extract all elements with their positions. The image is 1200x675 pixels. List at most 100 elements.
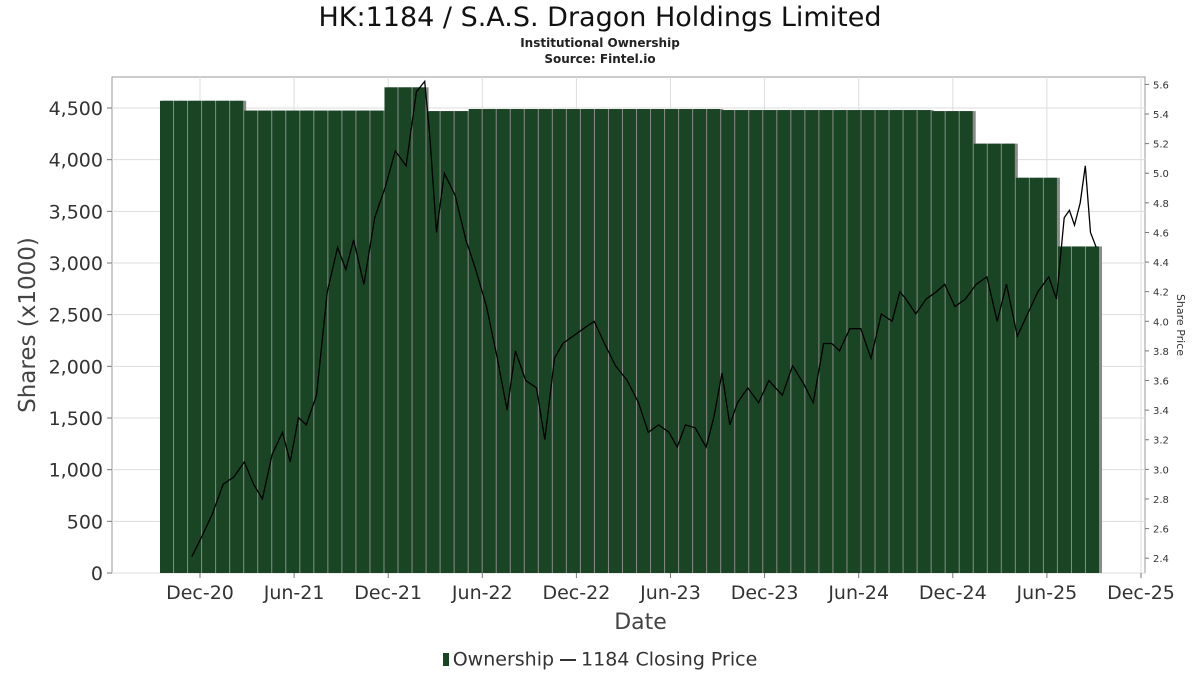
ownership-bar (468, 109, 482, 574)
y-tick-label: 1,500 (49, 408, 103, 430)
chart-source: Source: Fintel.io (544, 52, 656, 66)
x-tick-label: Jun-22 (451, 582, 513, 604)
ownership-bar (959, 111, 973, 573)
ownership-bar (538, 109, 552, 574)
ownership-bar (286, 110, 300, 573)
ownership-bar (665, 109, 679, 574)
ownership-bar (552, 109, 566, 574)
y2-tick-label: 2.8 (1153, 495, 1169, 506)
y-tick-label: 3,000 (49, 253, 103, 275)
y2-tick-label: 2.6 (1153, 525, 1169, 536)
ownership-bar (230, 100, 244, 574)
ownership-bar (454, 111, 468, 573)
ownership-bar (1043, 177, 1057, 573)
ownership-bar (440, 111, 454, 573)
ownership-bar (482, 109, 496, 574)
ownership-bar (244, 110, 258, 573)
legend-ownership-swatch (442, 653, 449, 666)
y-tick-label: 500 (67, 511, 103, 533)
y2-tick-label: 4.8 (1153, 199, 1169, 210)
x-tick-label: Dec-23 (731, 582, 799, 604)
x-axis-title: Date (614, 610, 667, 635)
y2-tick-label: 3.6 (1153, 377, 1169, 388)
ownership-bar (258, 110, 272, 573)
y2-tick-label: 4.4 (1153, 258, 1169, 269)
ownership-bar (356, 110, 370, 573)
ownership-bar (510, 109, 524, 574)
ownership-bar (202, 100, 216, 574)
y2-tick-label: 4.2 (1153, 288, 1169, 299)
ownership-bar (1001, 143, 1015, 573)
ownership-bar (651, 109, 665, 574)
ownership-bar (693, 109, 707, 574)
y-tick-label: 3,500 (49, 201, 103, 223)
ownership-bar (1015, 177, 1029, 573)
ownership-bar (903, 110, 917, 574)
ownership-bar (721, 110, 735, 574)
y2-axis-title: Share Price (1174, 294, 1187, 356)
ownership-bar (370, 110, 384, 573)
chart-subtitle: Institutional Ownership (520, 36, 680, 50)
legend-price-label: 1184 Closing Price (581, 648, 758, 671)
ownership-bar (973, 143, 987, 573)
ownership-bar (580, 109, 594, 574)
y2-tick-label: 3.4 (1153, 406, 1169, 417)
ownership-bar (594, 109, 608, 574)
ownership-bar (622, 109, 637, 574)
y-axis-title: Shares (x1000) (15, 237, 41, 413)
y2-tick-label: 3.2 (1153, 436, 1169, 447)
ownership-bar (188, 100, 202, 574)
x-tick-label: Dec-25 (1107, 582, 1175, 604)
y-tick-label: 4,000 (49, 150, 103, 172)
legend-price-swatch (560, 658, 577, 661)
x-tick-label: Dec-24 (919, 582, 987, 604)
y2-tick-label: 2.4 (1153, 554, 1169, 565)
chart-title: HK:1184 / S.A.S. Dragon Holdings Limited (318, 2, 882, 33)
y-tick-label: 2,500 (49, 305, 103, 327)
x-tick-label: Dec-20 (166, 582, 234, 604)
ownership-bar (847, 110, 861, 574)
ownership-bar (791, 110, 805, 574)
ownership-bar (1071, 246, 1085, 573)
ownership-bar (524, 109, 538, 574)
ownership-bar (342, 110, 356, 573)
y2-tick-label: 4.0 (1153, 317, 1169, 328)
ownership-bar (160, 100, 174, 574)
ownership-bar (384, 87, 398, 573)
x-tick-label: Jun-21 (263, 582, 325, 604)
ownership-bar (608, 109, 622, 574)
ownership-bar (917, 110, 931, 574)
x-tick-label: Jun-24 (827, 582, 889, 604)
ownership-bar (1057, 246, 1071, 573)
ownership-bar (272, 110, 286, 573)
y2-tick-label: 5.2 (1153, 140, 1169, 151)
y-tick-label: 2,000 (49, 356, 103, 378)
ownership-bar (679, 109, 693, 574)
y2-tick-label: 4.6 (1153, 228, 1169, 239)
ownership-bar (496, 109, 510, 574)
y2-tick-label: 5.4 (1153, 110, 1169, 121)
ownership-bar (174, 100, 188, 574)
ownership-bar (566, 109, 580, 574)
ownership-bar (328, 110, 342, 573)
y-tick-label: 0 (91, 563, 103, 585)
ownership-bar (861, 110, 875, 574)
ownership-bar (945, 111, 959, 573)
ownership-bar (987, 143, 1001, 573)
ownership-bar (819, 110, 833, 574)
ownership-bar (889, 110, 903, 574)
ownership-bar (749, 110, 763, 574)
ownership-bar (707, 109, 721, 574)
ownership-bar (1085, 246, 1099, 573)
ownership-bar (412, 87, 426, 573)
x-tick-label: Dec-21 (354, 582, 422, 604)
ownership-bar (1029, 177, 1043, 573)
x-tick-label: Dec-22 (542, 582, 610, 604)
ownership-bar (300, 110, 314, 573)
y2-tick-label: 5.0 (1153, 169, 1169, 180)
ownership-bar (777, 110, 791, 574)
y2-tick-label: 3.0 (1153, 465, 1169, 476)
y-tick-label: 4,500 (49, 98, 103, 120)
x-tick-label: Jun-23 (639, 582, 701, 604)
